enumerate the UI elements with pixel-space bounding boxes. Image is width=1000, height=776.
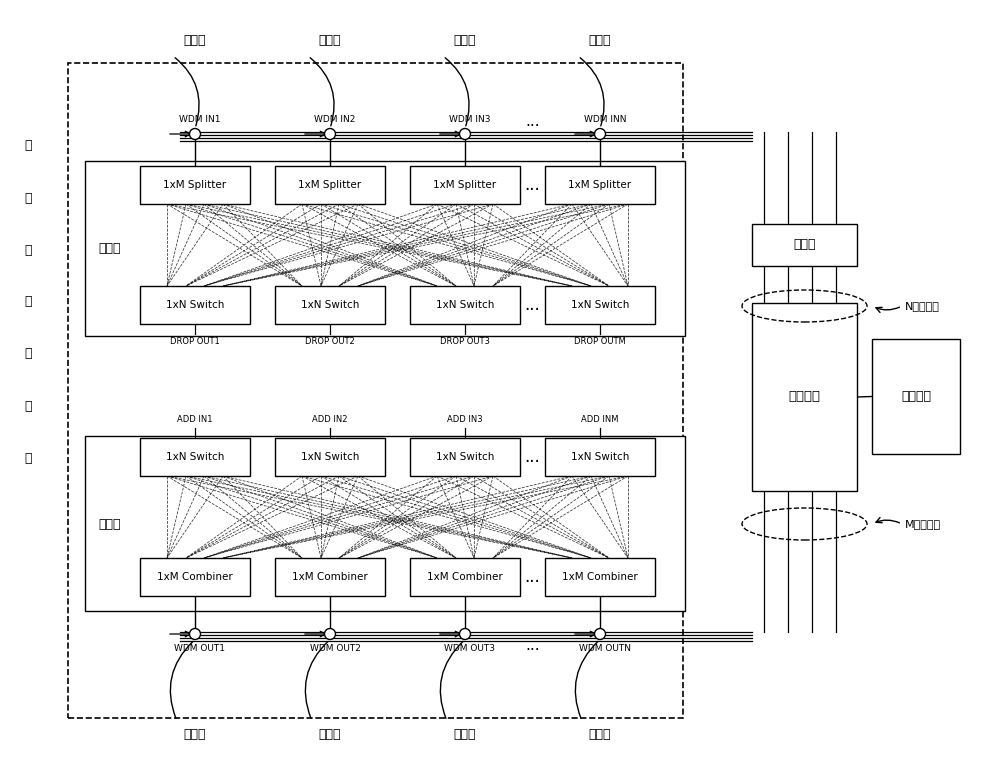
Text: 1xN Switch: 1xN Switch [571, 300, 629, 310]
Bar [545, 558, 655, 596]
Text: ...: ... [525, 639, 540, 653]
Text: 1xM Splitter: 1xM Splitter [568, 180, 632, 190]
Circle shape [190, 129, 200, 140]
Text: 分波器: 分波器 [454, 34, 476, 47]
Bar [85, 161, 685, 336]
Text: ...: ... [525, 296, 540, 314]
Text: 1xN Switch: 1xN Switch [301, 452, 359, 462]
Text: 1xM Combiner: 1xM Combiner [292, 572, 368, 582]
Text: 播: 播 [24, 296, 32, 309]
Bar [85, 436, 685, 611]
Bar [545, 286, 655, 324]
Text: 下波侧: 下波侧 [99, 242, 121, 255]
Text: 上波侧: 上波侧 [99, 518, 121, 531]
Text: WDM OUT1: WDM OUT1 [175, 644, 226, 653]
Text: 分波器: 分波器 [184, 34, 206, 47]
Text: 关: 关 [24, 452, 32, 465]
Bar [752, 224, 857, 266]
Text: 分波器: 分波器 [319, 34, 341, 47]
Bar [68, 63, 683, 718]
Bar [275, 558, 385, 596]
Circle shape [459, 129, 471, 140]
Bar [545, 166, 655, 204]
Text: 1xM Splitter: 1xM Splitter [163, 180, 227, 190]
Text: 滤波器: 滤波器 [793, 238, 816, 251]
Circle shape [459, 629, 471, 639]
Circle shape [324, 629, 336, 639]
Text: 规: 规 [24, 192, 32, 205]
Bar [140, 286, 250, 324]
Text: 处理模块: 处理模块 [901, 390, 931, 403]
Text: 开: 开 [24, 400, 32, 413]
Text: M个输出端: M个输出端 [905, 519, 941, 529]
Text: 合波器: 合波器 [454, 728, 476, 740]
Text: 1xN Switch: 1xN Switch [301, 300, 359, 310]
Text: 多: 多 [24, 244, 32, 257]
Bar [545, 438, 655, 476]
Text: 合波器: 合波器 [589, 728, 611, 740]
Text: WDM IN2: WDM IN2 [314, 115, 356, 124]
Text: 合波器: 合波器 [184, 728, 206, 740]
Bar [140, 166, 250, 204]
Text: 收发模块: 收发模块 [788, 390, 820, 404]
Text: ADD IN3: ADD IN3 [447, 415, 483, 424]
Text: WDM INN: WDM INN [584, 115, 626, 124]
Text: ...: ... [525, 448, 540, 466]
Text: 1xN Switch: 1xN Switch [166, 300, 224, 310]
Text: 1xN Switch: 1xN Switch [571, 452, 629, 462]
Text: DROP OUTM: DROP OUTM [574, 338, 626, 347]
Bar [410, 166, 520, 204]
Text: ADD INM: ADD INM [581, 415, 619, 424]
Bar [140, 438, 250, 476]
Text: 1xN Switch: 1xN Switch [436, 452, 494, 462]
Circle shape [594, 629, 606, 639]
Text: ADD IN2: ADD IN2 [312, 415, 348, 424]
Bar [872, 339, 960, 454]
Text: 1xN Switch: 1xN Switch [436, 300, 494, 310]
Text: 1xM Combiner: 1xM Combiner [562, 572, 638, 582]
Circle shape [324, 129, 336, 140]
Bar [275, 286, 385, 324]
Bar [275, 438, 385, 476]
Text: 1xM Splitter: 1xM Splitter [298, 180, 362, 190]
Text: WDM IN1: WDM IN1 [179, 115, 221, 124]
Text: ...: ... [525, 568, 540, 586]
Bar [410, 438, 520, 476]
Circle shape [190, 629, 200, 639]
Text: ADD IN1: ADD IN1 [177, 415, 213, 424]
Text: 1xN Switch: 1xN Switch [166, 452, 224, 462]
Text: WDM IN3: WDM IN3 [449, 115, 491, 124]
Text: DROP OUT2: DROP OUT2 [305, 338, 355, 347]
Bar [275, 166, 385, 204]
Text: 1xM Combiner: 1xM Combiner [157, 572, 233, 582]
Bar [410, 558, 520, 596]
Text: 光: 光 [24, 348, 32, 361]
Text: 分波器: 分波器 [589, 34, 611, 47]
Bar [140, 558, 250, 596]
Text: 1xM Combiner: 1xM Combiner [427, 572, 503, 582]
Circle shape [594, 129, 606, 140]
Text: N个输入端: N个输入端 [905, 301, 940, 311]
Text: ...: ... [525, 115, 540, 130]
Text: WDM OUT3: WDM OUT3 [444, 644, 495, 653]
Text: 常: 常 [24, 140, 32, 153]
Bar [410, 286, 520, 324]
Text: DROP OUT3: DROP OUT3 [440, 338, 490, 347]
Bar [752, 303, 857, 491]
Text: WDM OUTN: WDM OUTN [579, 644, 631, 653]
Text: DROP OUT1: DROP OUT1 [170, 338, 220, 347]
Text: WDM OUT2: WDM OUT2 [310, 644, 360, 653]
Text: 1xM Splitter: 1xM Splitter [433, 180, 497, 190]
Text: ...: ... [525, 176, 540, 194]
Text: 合波器: 合波器 [319, 728, 341, 740]
